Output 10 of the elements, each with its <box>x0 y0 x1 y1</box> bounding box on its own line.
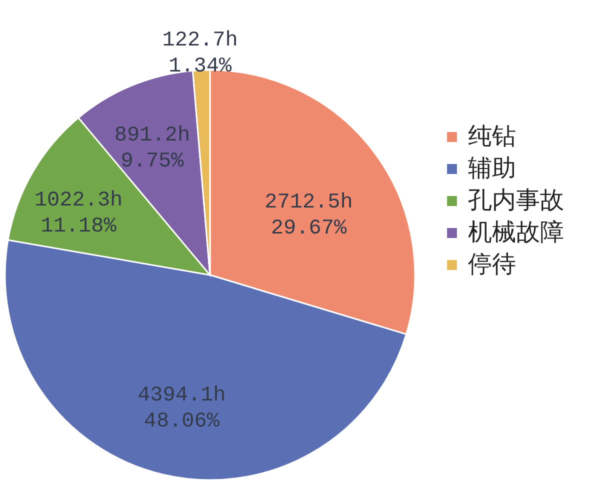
data-label: 1022.3h 11.18% <box>34 189 123 238</box>
data-label: 2712.5h 29.67% <box>264 192 353 241</box>
legend-label: 停待 <box>468 250 516 278</box>
legend-label: 纯钻 <box>468 122 516 150</box>
legend-label: 辅助 <box>468 154 516 182</box>
data-label: 891.2h 9.75% <box>114 124 190 174</box>
data-label: 122.7h 1.34% <box>162 29 238 78</box>
legend-label: 机械故障 <box>468 218 564 246</box>
legend-label: 孔内事故 <box>468 186 564 214</box>
data-label: 4394.1h 48.06% <box>138 384 226 434</box>
